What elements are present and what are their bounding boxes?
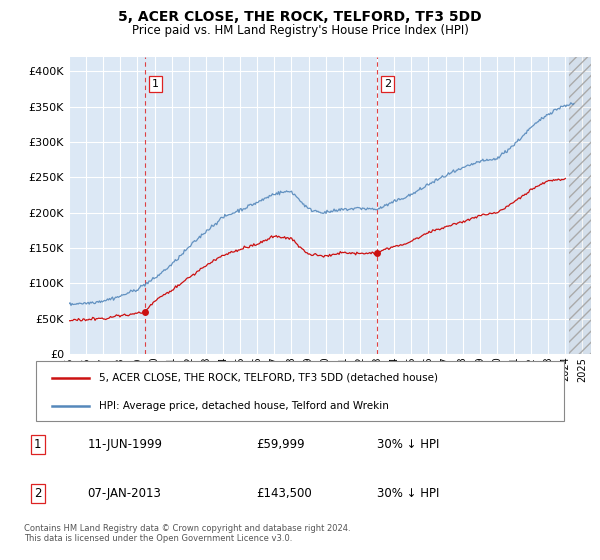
Text: 07-JAN-2013: 07-JAN-2013	[88, 487, 161, 500]
Text: 1: 1	[152, 79, 159, 89]
Text: 30% ↓ HPI: 30% ↓ HPI	[377, 438, 440, 451]
Text: £59,999: £59,999	[256, 438, 304, 451]
Text: 2: 2	[34, 487, 41, 500]
Bar	[569, 57, 591, 354]
Text: 1: 1	[34, 438, 41, 451]
Text: 30% ↓ HPI: 30% ↓ HPI	[377, 487, 440, 500]
Text: Contains HM Land Registry data © Crown copyright and database right 2024.
This d: Contains HM Land Registry data © Crown c…	[24, 524, 350, 543]
Text: HPI: Average price, detached house, Telford and Wrekin: HPI: Average price, detached house, Telf…	[100, 401, 389, 411]
FancyBboxPatch shape	[36, 361, 564, 421]
Text: 11-JUN-1999: 11-JUN-1999	[88, 438, 163, 451]
Bar	[569, 57, 591, 354]
Text: 5, ACER CLOSE, THE ROCK, TELFORD, TF3 5DD (detached house): 5, ACER CLOSE, THE ROCK, TELFORD, TF3 5D…	[100, 372, 439, 382]
Text: £143,500: £143,500	[256, 487, 311, 500]
Text: 2: 2	[384, 79, 391, 89]
Text: Price paid vs. HM Land Registry's House Price Index (HPI): Price paid vs. HM Land Registry's House …	[131, 24, 469, 36]
Text: 5, ACER CLOSE, THE ROCK, TELFORD, TF3 5DD: 5, ACER CLOSE, THE ROCK, TELFORD, TF3 5D…	[118, 10, 482, 24]
